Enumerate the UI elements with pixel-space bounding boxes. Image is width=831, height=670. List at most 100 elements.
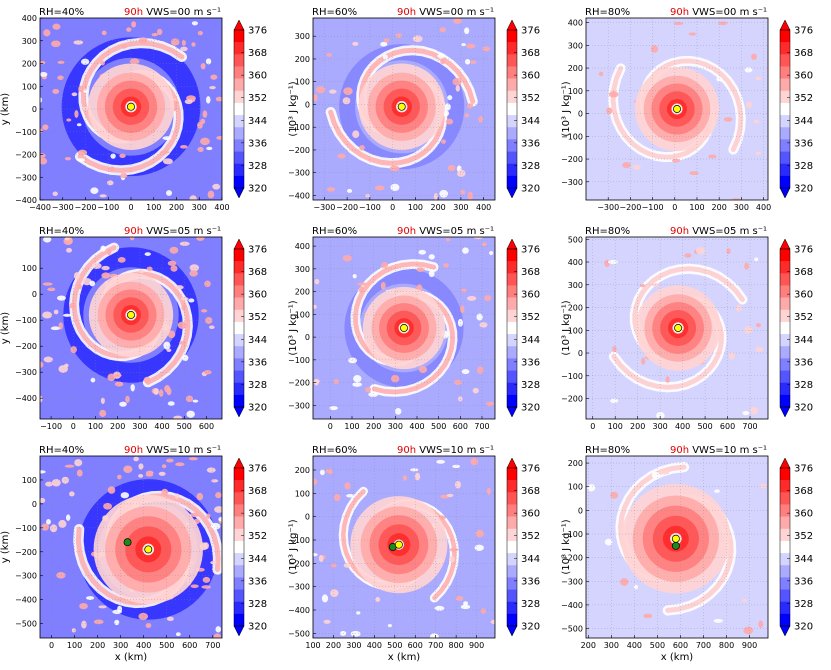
convective-cell bbox=[755, 151, 762, 156]
x-tick-label: 500 bbox=[159, 641, 174, 650]
convective-cell bbox=[93, 619, 104, 625]
convective-cell bbox=[58, 519, 67, 528]
upper-center-marker bbox=[144, 545, 153, 554]
colorbar-tick-label: 376 bbox=[248, 464, 267, 475]
y-tick-label: 300 bbox=[568, 41, 583, 50]
colorbar-tick-label: 320 bbox=[521, 622, 540, 633]
y-tick-label: 200 bbox=[22, 60, 37, 69]
convective-cell bbox=[188, 298, 195, 303]
colorbar-tick-label: 352 bbox=[521, 93, 540, 104]
convective-cell bbox=[352, 130, 360, 139]
x-tick-label: 800 bbox=[719, 641, 734, 650]
convective-cell bbox=[107, 373, 116, 382]
colorbar-tick-label: 336 bbox=[248, 576, 267, 587]
colorbar-tick-label: 320 bbox=[248, 403, 267, 414]
convective-cell bbox=[100, 245, 106, 252]
y-axis-label: y (km) bbox=[0, 93, 11, 126]
convective-cell bbox=[452, 464, 461, 469]
colorbar-extend-bottom bbox=[506, 187, 518, 199]
convective-cell bbox=[754, 257, 759, 262]
convective-cell bbox=[40, 361, 44, 368]
convective-cell bbox=[185, 395, 194, 403]
x-tick-label: −100 bbox=[97, 203, 119, 212]
panel-time-title: 90h bbox=[397, 445, 416, 456]
colorbar-segment bbox=[780, 78, 790, 92]
convective-cell bbox=[414, 472, 421, 481]
y-axis-label: y (km) bbox=[0, 531, 11, 564]
grid bbox=[586, 456, 768, 638]
convective-cell bbox=[607, 260, 618, 264]
convective-cell bbox=[57, 75, 64, 80]
colorbar-extend-bottom bbox=[233, 406, 245, 418]
colorbar-tick-label: 336 bbox=[248, 138, 267, 149]
x-tick-label: 100 bbox=[146, 203, 161, 212]
convective-cell bbox=[470, 60, 477, 65]
colorbar-segment bbox=[234, 127, 244, 140]
colorbar-tick-label: 360 bbox=[521, 509, 540, 520]
colorbar-tick-label: 376 bbox=[794, 464, 813, 475]
convective-cell bbox=[449, 547, 459, 552]
colorbar-tick-label: 360 bbox=[248, 290, 267, 301]
convective-cell bbox=[47, 287, 56, 292]
x-tick-label: 300 bbox=[734, 203, 749, 212]
convective-cell bbox=[201, 585, 211, 589]
convective-cell bbox=[330, 589, 339, 598]
convective-cell bbox=[478, 116, 484, 123]
colorbar-segment bbox=[780, 297, 790, 311]
convective-cell bbox=[598, 71, 604, 77]
convective-cell bbox=[444, 103, 451, 111]
colorbar-segment bbox=[507, 613, 517, 627]
convective-cell bbox=[463, 601, 469, 606]
x-tick-label: 900 bbox=[469, 641, 484, 650]
dry-ring bbox=[78, 479, 219, 620]
convective-cell bbox=[334, 493, 341, 502]
colorbar-segment bbox=[234, 30, 244, 43]
colorbar-segment bbox=[507, 601, 517, 615]
convective-cell bbox=[65, 514, 71, 521]
colorbar-segment bbox=[507, 577, 517, 590]
convective-cell bbox=[462, 247, 469, 254]
y-tick-label: 0 bbox=[578, 506, 583, 515]
colorbar-extend-top bbox=[779, 19, 791, 31]
convective-cell bbox=[313, 478, 318, 486]
convective-cell bbox=[436, 459, 446, 464]
convective-cell bbox=[610, 491, 619, 499]
colorbar-segment bbox=[780, 175, 790, 189]
y-tick-label: 200 bbox=[295, 55, 310, 64]
convective-cell bbox=[708, 154, 717, 159]
convective-cell bbox=[182, 354, 189, 362]
colorbar-tick-label: 336 bbox=[521, 357, 540, 368]
y-tick-label: −400 bbox=[15, 596, 37, 605]
convective-cell bbox=[64, 237, 70, 241]
colorbar-tick-label: 336 bbox=[248, 357, 267, 368]
y-tick-label: 0 bbox=[32, 105, 37, 114]
convective-cell bbox=[42, 311, 53, 319]
axes-frame bbox=[312, 17, 496, 201]
colorbar-segment bbox=[234, 54, 244, 67]
convective-cell bbox=[466, 103, 474, 109]
y-tick-label: 300 bbox=[568, 281, 583, 290]
convective-cell bbox=[70, 346, 77, 354]
axes-frame bbox=[312, 236, 496, 420]
upper-center-marker bbox=[397, 102, 406, 111]
colorbar-extend-bottom bbox=[506, 406, 518, 418]
convective-cell bbox=[441, 139, 446, 144]
colorbar-label: (10³ J kg⁻¹) bbox=[288, 519, 299, 574]
convective-cell bbox=[73, 272, 80, 280]
colorbar-extend-bottom bbox=[779, 187, 791, 199]
colorbar-tick-label: 352 bbox=[248, 93, 267, 104]
panel-rh-title: RH=60% bbox=[312, 7, 357, 18]
convective-cell bbox=[489, 250, 494, 256]
convective-cell bbox=[101, 272, 111, 279]
convective-cell bbox=[77, 284, 83, 290]
convective-cell bbox=[486, 401, 495, 407]
colorbar-tick-label: 320 bbox=[794, 403, 813, 414]
convective-cell bbox=[138, 612, 149, 620]
colorbar-tick-label: 368 bbox=[248, 267, 267, 278]
y-tick-label: 0 bbox=[305, 513, 310, 522]
x-axis-label: x (km) bbox=[115, 652, 148, 663]
x-tick-label: 100 bbox=[608, 422, 623, 431]
y-tick-label: −500 bbox=[15, 620, 37, 629]
convective-cell bbox=[80, 58, 90, 65]
